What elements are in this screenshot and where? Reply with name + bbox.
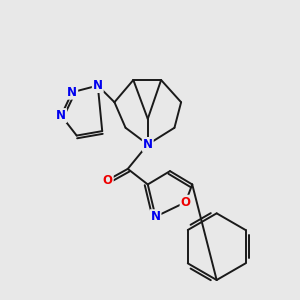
Text: N: N bbox=[151, 210, 160, 223]
Text: O: O bbox=[103, 173, 113, 187]
Text: N: N bbox=[93, 79, 103, 92]
Text: O: O bbox=[181, 196, 190, 209]
Text: N: N bbox=[56, 109, 66, 122]
Text: N: N bbox=[67, 86, 77, 99]
Text: N: N bbox=[143, 138, 153, 151]
